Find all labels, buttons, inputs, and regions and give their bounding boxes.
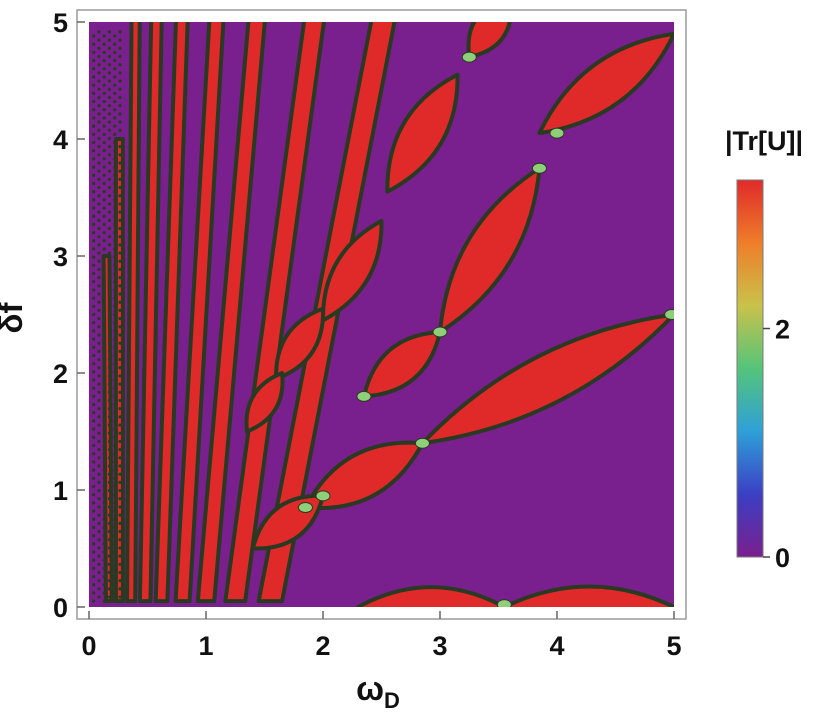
y-axis-ticks: 0 1 2 3 4 5 (53, 8, 85, 623)
red-lobe-0 (356, 585, 507, 607)
red-band-4 (153, 22, 190, 604)
crossing-point-7 (461, 51, 477, 63)
crossing-point-0 (496, 599, 512, 607)
red-band-2 (195, 22, 267, 604)
y-tick-label: 5 (53, 8, 68, 38)
y-tick-label: 2 (53, 359, 68, 389)
colorbar-tick-label: 2 (775, 315, 790, 345)
y-axis-label: δf (0, 301, 29, 333)
x-axis-ticks: 0 1 2 3 4 5 (81, 611, 682, 661)
plot-frame (76, 9, 687, 620)
crossing-point-9 (315, 490, 331, 502)
crossing-point-1 (414, 437, 430, 449)
y-tick-label: 1 (53, 476, 68, 506)
red-lobe-1 (502, 584, 674, 607)
x-tick-label: 1 (198, 631, 213, 661)
x-axis-label-subscript: D (384, 688, 400, 713)
x-tick-label: 4 (549, 631, 564, 661)
x-axis-label-main: ω (356, 670, 384, 707)
y-tick-label: 3 (53, 242, 68, 272)
y-tick-label: 0 (53, 593, 68, 623)
heatmap-regions (92, 22, 674, 607)
colorbar-ticks: 02 (763, 315, 790, 573)
red-band-5 (137, 22, 164, 604)
x-tick-label: 5 (666, 631, 681, 661)
red-band-7 (113, 137, 125, 604)
x-axis-label: ωD (356, 670, 400, 713)
dotted-edge-texture (92, 30, 122, 603)
red-lobe-2 (420, 312, 674, 446)
red-lobe-11 (274, 306, 326, 381)
crossing-point-5 (432, 326, 448, 338)
red-lobe-7 (537, 31, 674, 136)
crossing-point-3 (531, 162, 547, 174)
red-lobe-10 (466, 22, 512, 60)
y-tick-label: 4 (53, 125, 68, 155)
red-band-1 (223, 22, 326, 604)
red-band-6 (125, 22, 142, 604)
crossing-point-6 (356, 390, 372, 402)
red-lobe-8 (385, 72, 460, 194)
colorbar-title: |Tr[U]| (725, 126, 803, 156)
red-lobe-9 (320, 218, 384, 323)
colorbar (736, 179, 764, 558)
x-tick-label: 2 (315, 631, 330, 661)
crossing-point-2 (664, 309, 674, 320)
crossing-point-4 (549, 127, 565, 139)
x-tick-label: 0 (81, 631, 96, 661)
colorbar-tick-label: 0 (775, 543, 790, 573)
crossing-point-8 (297, 502, 313, 514)
x-tick-label: 3 (432, 631, 447, 661)
red-band-3 (173, 22, 226, 604)
red-lobe-12 (244, 371, 285, 434)
